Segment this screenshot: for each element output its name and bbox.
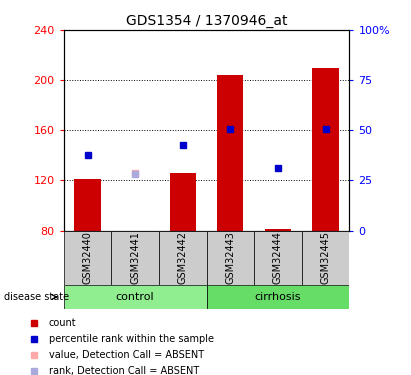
Bar (254, 231, 302, 285)
Bar (217, 75, 243, 231)
Text: cirrhosis: cirrhosis (255, 292, 301, 302)
Text: percentile rank within the sample: percentile rank within the sample (49, 334, 214, 344)
Bar (265, 230, 291, 231)
Title: GDS1354 / 1370946_at: GDS1354 / 1370946_at (126, 13, 287, 28)
Bar (74, 179, 101, 231)
Text: disease state: disease state (4, 292, 69, 302)
Bar (111, 231, 159, 285)
Text: rank, Detection Call = ABSENT: rank, Detection Call = ABSENT (49, 366, 199, 375)
Bar (64, 285, 206, 309)
Bar (170, 173, 196, 231)
Text: value, Detection Call = ABSENT: value, Detection Call = ABSENT (49, 350, 204, 360)
Text: GSM32445: GSM32445 (321, 231, 330, 284)
Text: GSM32440: GSM32440 (83, 231, 92, 284)
Text: GSM32444: GSM32444 (273, 231, 283, 284)
Bar (206, 231, 254, 285)
Text: control: control (116, 292, 155, 302)
Bar (64, 231, 111, 285)
Bar (159, 231, 206, 285)
Bar (302, 231, 349, 285)
Text: GSM32442: GSM32442 (178, 231, 188, 284)
Text: count: count (49, 318, 76, 328)
Bar (312, 68, 339, 231)
Bar (206, 285, 349, 309)
Text: GSM32441: GSM32441 (130, 231, 140, 284)
Text: GSM32443: GSM32443 (225, 231, 236, 284)
